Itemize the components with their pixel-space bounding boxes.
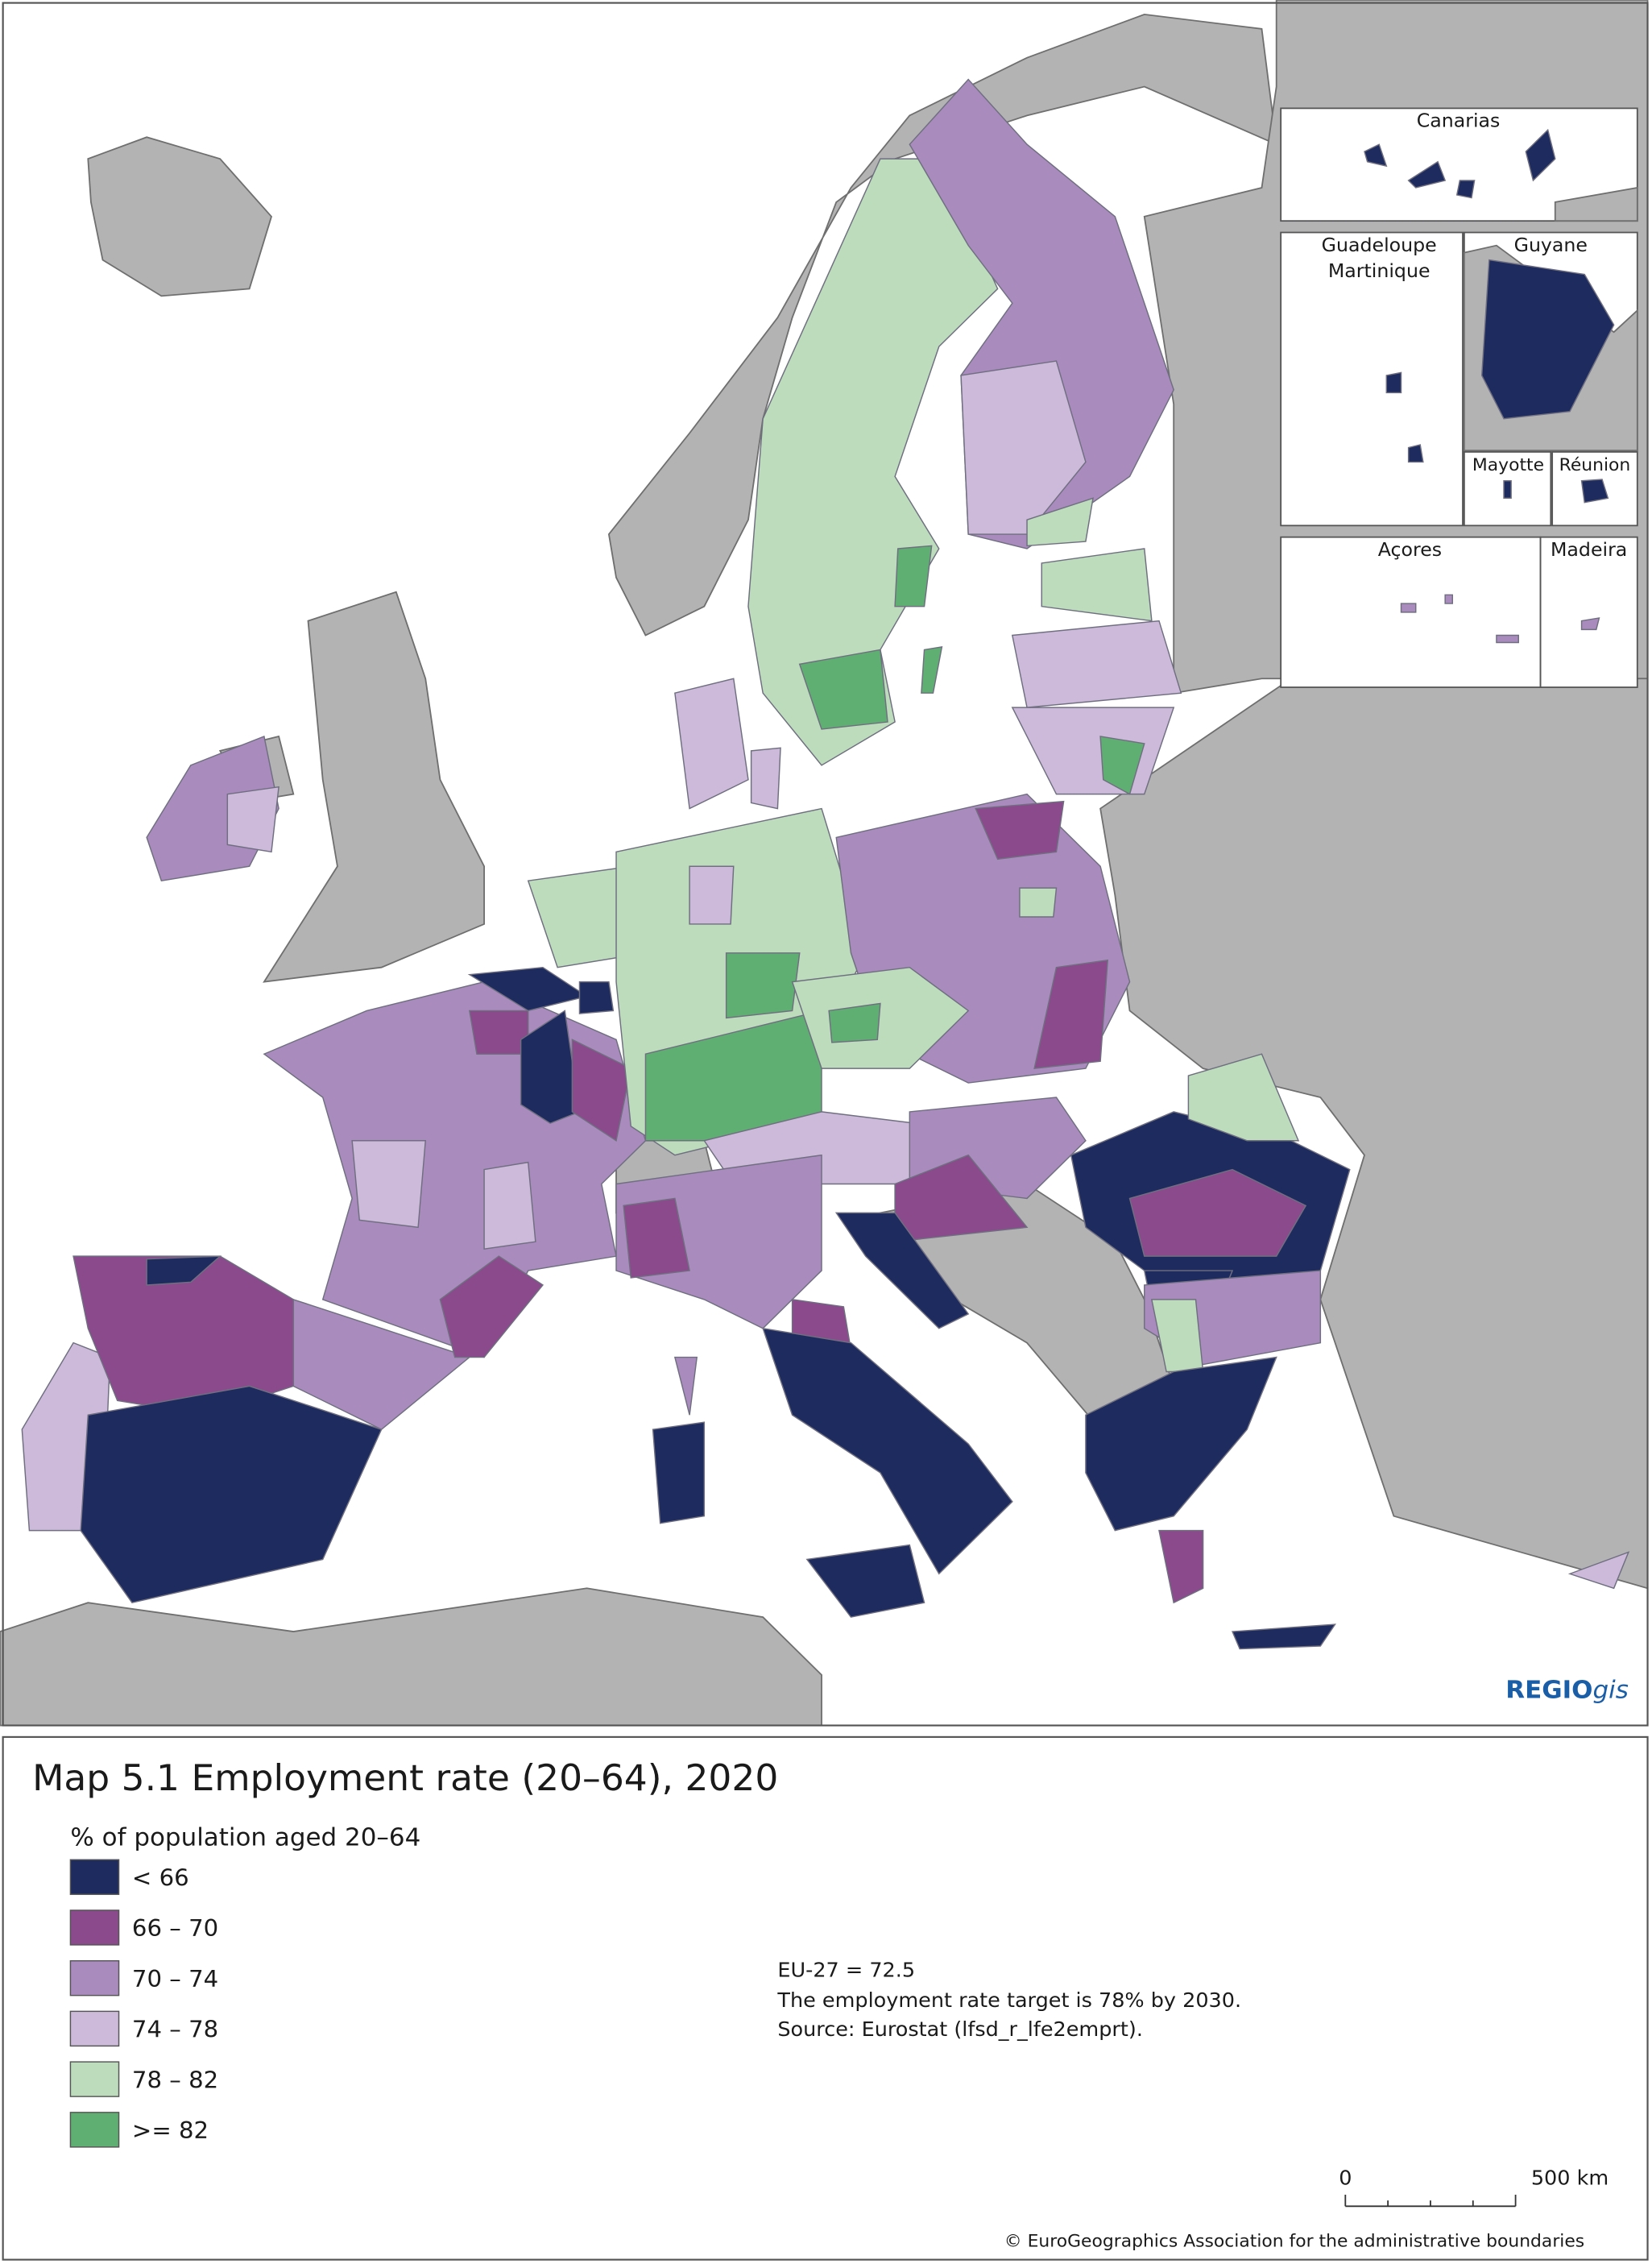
inset-region xyxy=(1496,634,1519,644)
region xyxy=(894,545,933,607)
region xyxy=(1099,736,1145,795)
inset-label: Guyane xyxy=(1514,234,1588,256)
region xyxy=(578,981,615,1014)
inset-label: Réunion xyxy=(1559,455,1631,475)
region xyxy=(674,678,749,810)
region xyxy=(1567,1551,1630,1590)
region xyxy=(226,786,279,853)
scale-label: 0 xyxy=(1339,2167,1352,2190)
region xyxy=(689,865,735,925)
region xyxy=(921,645,943,694)
region xyxy=(652,1421,706,1524)
inset-region xyxy=(1480,259,1615,420)
inset-label: Canarias xyxy=(1417,110,1501,132)
legend-swatch xyxy=(69,2061,120,2097)
inset-label: Mayotte xyxy=(1472,455,1544,475)
region xyxy=(1128,1168,1307,1257)
legend-swatch xyxy=(69,1959,120,1997)
scale-bar xyxy=(1344,2194,1517,2208)
note: EU-27 = 72.5 xyxy=(777,1959,915,1982)
inset-region xyxy=(1407,160,1447,189)
region xyxy=(439,1255,544,1358)
note: The employment rate target is 78% by 203… xyxy=(776,1988,1241,2012)
legend-swatch xyxy=(69,2010,120,2047)
eu-regions xyxy=(21,78,1630,1650)
region xyxy=(1019,887,1058,918)
legend-label: 70 – 74 xyxy=(132,1965,218,1992)
legend-label: >= 82 xyxy=(132,2117,209,2144)
legend: < 66 66 – 70 70 – 74 74 – 78 78 – 82 >= 82 xyxy=(69,1859,218,2148)
logo-italic: gis xyxy=(1592,1676,1628,1705)
region xyxy=(1085,1356,1277,1532)
legend-frame xyxy=(2,1735,1649,2261)
inset-region xyxy=(1580,479,1609,504)
inset-region xyxy=(1400,603,1417,613)
inset-region xyxy=(1525,128,1556,182)
region xyxy=(1033,959,1109,1069)
inset-region xyxy=(1455,180,1476,199)
legend-label: 66 – 70 xyxy=(132,1914,218,1942)
inset-label: Madeira xyxy=(1551,538,1627,561)
region xyxy=(623,1197,690,1279)
inset-region xyxy=(1364,143,1388,168)
region xyxy=(725,952,801,1019)
region xyxy=(520,1010,581,1125)
region xyxy=(798,649,888,730)
region xyxy=(960,360,1087,535)
legend-swatch xyxy=(69,1859,120,1895)
region xyxy=(834,1212,970,1329)
scale-label: 500 km xyxy=(1531,2167,1609,2190)
region xyxy=(673,1356,698,1416)
logo: REGIOgis xyxy=(1505,1676,1629,1705)
region xyxy=(1231,1623,1336,1650)
region xyxy=(791,966,970,1069)
note: Source: Eurostat (lfsd_r_lfe2emprt). xyxy=(777,2017,1143,2041)
inset-regions xyxy=(1364,128,1615,644)
region xyxy=(1187,1053,1300,1142)
region xyxy=(762,1327,1013,1575)
logo-bold: REGIO xyxy=(1505,1676,1592,1705)
inset-region xyxy=(1503,480,1512,499)
inset-label: Guadeloupe xyxy=(1322,234,1437,256)
region xyxy=(1026,497,1094,547)
region xyxy=(292,1298,471,1431)
inset-label: Açores xyxy=(1378,538,1442,561)
region xyxy=(1041,548,1153,622)
region xyxy=(750,747,781,810)
region xyxy=(828,1002,881,1043)
region xyxy=(351,1140,427,1229)
region xyxy=(571,1039,632,1142)
region xyxy=(469,1010,529,1055)
region xyxy=(805,1544,925,1618)
legend-swatch xyxy=(69,2112,120,2148)
legend-label: < 66 xyxy=(132,1864,189,1892)
legend-swatch xyxy=(69,1909,120,1946)
inset-region xyxy=(1580,617,1600,631)
inset-region xyxy=(1444,594,1454,604)
region xyxy=(1158,1529,1204,1604)
copyright: © EuroGeographics Association for the ad… xyxy=(1004,2232,1584,2252)
region xyxy=(80,1385,383,1604)
legend-label: 74 – 78 xyxy=(132,2016,218,2043)
region xyxy=(975,800,1065,860)
region xyxy=(146,1255,222,1286)
inset-region xyxy=(1407,444,1424,463)
inset-label: Martinique xyxy=(1328,259,1430,282)
region xyxy=(747,158,999,766)
region xyxy=(483,1161,536,1250)
title: Map 5.1 Employment rate (20–64), 2020 xyxy=(32,1757,778,1800)
legend-label: 78 – 82 xyxy=(132,2067,218,2094)
inset-region xyxy=(1385,371,1402,394)
map-frame xyxy=(2,2,1649,1727)
region xyxy=(1011,620,1182,708)
legend-title: % of population aged 20–64 xyxy=(70,1823,420,1852)
